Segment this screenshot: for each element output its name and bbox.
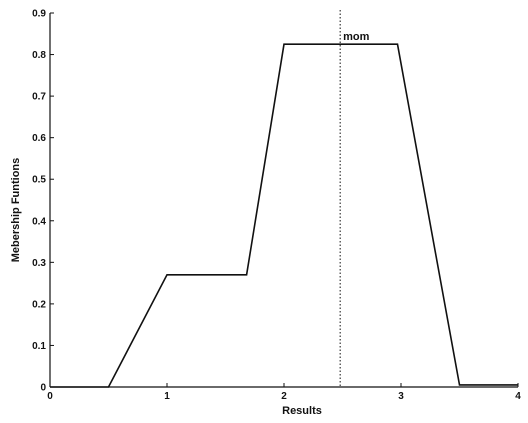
y-tick-label: 0.4	[32, 216, 46, 227]
plot-area: mom	[50, 10, 518, 388]
y-tick-label: 0.3	[32, 258, 46, 269]
y-tick-label: 0.9	[32, 9, 46, 20]
y-tick-label: 0.8	[32, 50, 46, 61]
x-tick-label: 1	[164, 391, 170, 402]
y-tick-label: 0.2	[32, 299, 46, 310]
y-axis-label: Mebership Funtions	[10, 158, 22, 263]
chart-axes	[49, 12, 519, 388]
x-tick-label: 0	[47, 391, 53, 402]
y-tick-label: 0.7	[32, 92, 46, 103]
mom-label: mom	[343, 31, 370, 43]
x-axis-label: Results	[282, 405, 322, 417]
membership-series-line	[50, 43, 518, 388]
y-tick-labels: 0 0.1 0.2 0.3 0.4 0.5 0.6 0.7 0.8 0.9	[32, 9, 46, 394]
x-tick-label: 4	[515, 391, 521, 402]
y-tick-label: 0.1	[32, 341, 46, 352]
x-tick-label: 2	[281, 391, 287, 402]
x-tick-label: 3	[398, 391, 404, 402]
y-tick-label: 0.6	[32, 133, 46, 144]
y-tick-label: 0	[40, 383, 46, 394]
y-tick-label: 0.5	[32, 175, 46, 186]
x-tick-labels: 0 1 2 3 4	[47, 391, 521, 402]
